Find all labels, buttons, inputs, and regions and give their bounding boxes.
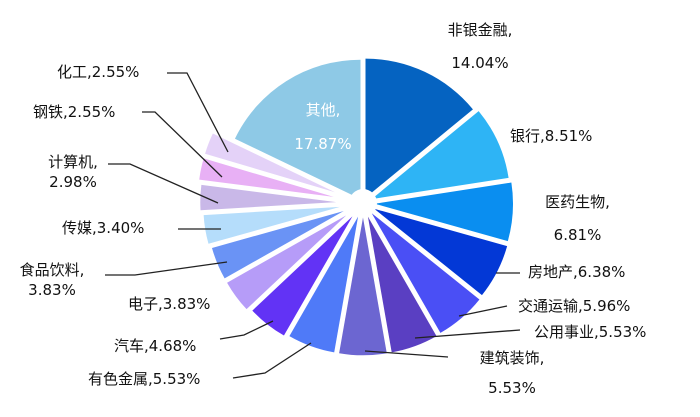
pie-slice: [205, 133, 336, 193]
pie-slice: [289, 216, 359, 353]
label-dianzi: 电子,3.83%: [128, 295, 211, 313]
leader-line-huagong: [167, 72, 229, 153]
label-fangdichan: 房地产,6.38%: [528, 263, 626, 281]
leader-line-jiaotong: [458, 305, 508, 317]
pie-slice: [227, 215, 347, 310]
label-jianzhu-value: 5.53%: [488, 379, 536, 397]
label-qita-value: 17.87%: [294, 135, 352, 153]
label-qita: 其他, 17.87%: [278, 100, 368, 154]
label-shipin-value: 3.83%: [28, 281, 76, 299]
label-feiyin: 非银金融, 14.04%: [420, 20, 540, 73]
label-yinhang: 银行,8.51%: [510, 127, 593, 145]
pie-slice: [203, 206, 340, 244]
label-huagong: 化工,2.55%: [57, 63, 140, 81]
pie-center: [349, 189, 377, 217]
label-yiyao: 医药生物, 6.81%: [530, 192, 625, 245]
label-jianzhu: 建筑装饰, 5.53%: [462, 348, 562, 398]
pie-slice: [211, 210, 344, 279]
leader-line-youse: [232, 342, 312, 379]
pie-slice: [365, 58, 473, 198]
pie-slice: [234, 59, 361, 200]
pie-slice: [199, 158, 334, 197]
pie-slice: [374, 182, 513, 242]
label-jiaotong: 交通运输,5.96%: [518, 297, 631, 315]
label-youse: 有色金属,5.53%: [88, 370, 201, 388]
label-gongyong: 公用事业,5.53%: [534, 323, 647, 341]
label-jisuanji: 计算机, 2.98%: [38, 152, 108, 192]
pie-slice: [367, 216, 437, 353]
label-jisuanji-value: 2.98%: [49, 173, 97, 191]
label-jisuanji-name: 计算机,: [48, 153, 98, 171]
label-feiyin-value: 14.04%: [451, 54, 509, 72]
leader-line-qiche: [219, 320, 274, 340]
pie-slice: [374, 208, 508, 296]
pie-slice: [371, 111, 509, 200]
label-jianzhu-name: 建筑装饰,: [479, 349, 545, 367]
label-yiyao-name: 医药生物,: [545, 193, 610, 211]
label-shipin-name: 食品饮料,: [19, 261, 85, 279]
leader-line-gangtie: [142, 111, 223, 178]
pie-slice: [371, 213, 480, 333]
leader-line-jisuanji: [108, 163, 219, 204]
leader-line-shipin: [105, 261, 228, 276]
label-yiyao-value: 6.81%: [553, 226, 602, 244]
label-chuanmei: 传媒,3.40%: [62, 219, 145, 237]
pie-slice: [252, 216, 353, 336]
pie-slice: [339, 217, 387, 356]
leader-line-gongyong: [414, 329, 521, 339]
leader-lines: [105, 72, 521, 379]
pie-slice: [200, 184, 337, 211]
pie-slices: [199, 58, 513, 356]
label-shipin: 食品饮料, 3.83%: [8, 260, 96, 300]
label-gangtie: 钢铁,2.55%: [33, 103, 116, 121]
leader-line-jianzhu: [364, 350, 449, 358]
label-feiyin-name: 非银金融,: [447, 21, 513, 39]
label-qita-name: 其他,: [305, 101, 341, 119]
label-qiche: 汽车,4.68%: [114, 337, 197, 355]
